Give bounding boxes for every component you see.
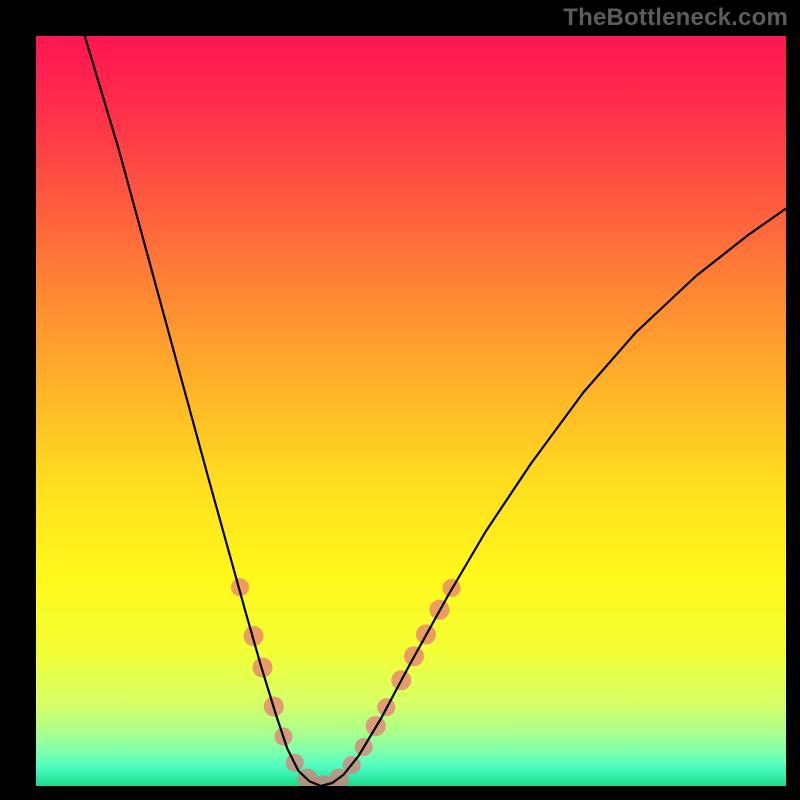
chart-container: TheBottleneck.com: [0, 0, 800, 800]
chart-svg: [0, 0, 800, 800]
bottleneck-curve: [85, 36, 786, 786]
watermark-text: TheBottleneck.com: [563, 4, 788, 32]
